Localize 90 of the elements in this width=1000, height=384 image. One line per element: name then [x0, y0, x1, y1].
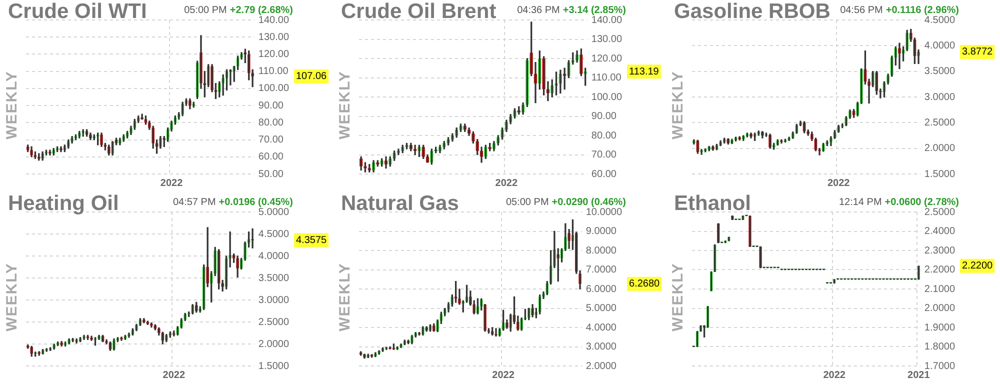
- text: WEEKLY: [4, 70, 20, 140]
- y-tick-label: 4.5000: [924, 14, 956, 26]
- y-tick-label: 2.0000: [258, 338, 290, 350]
- y-tick-label: 70.00: [591, 150, 617, 160]
- text: 3.8772: [962, 46, 994, 58]
- text: WEEKLY: [336, 262, 354, 332]
- x-tick-label: 2022: [495, 178, 518, 189]
- text: 05:00 PM: [506, 197, 549, 208]
- y-tick-label: 2.1000: [924, 284, 956, 295]
- y-tick-label: 80.00: [258, 117, 284, 128]
- text: 107.06: [296, 71, 328, 82]
- y-tick-label: 50.00: [258, 168, 284, 180]
- candlestick: [748, 216, 752, 247]
- y-tick-label: 90.00: [258, 100, 284, 112]
- y-tick-label: 5.0000: [258, 206, 290, 218]
- y-tick-label: 130.00: [591, 34, 622, 45]
- text: +0.1116 (2.96%): [886, 5, 959, 16]
- y-tick-label: 3.5000: [258, 272, 290, 284]
- text: WEEKLY: [670, 70, 686, 140]
- y-tick-label: 60.00: [258, 152, 284, 163]
- y-tick-label: 9.0000: [586, 226, 617, 237]
- y-tick-label: 4.0000: [586, 322, 617, 334]
- y-tick-label: 120.00: [258, 48, 290, 60]
- y-tick-label: 3.5000: [924, 66, 956, 78]
- text: 04:36 PM: [517, 5, 560, 16]
- y-tick-label: 100.00: [258, 83, 290, 94]
- x-tick-label: 2022: [492, 370, 515, 381]
- chart-title: Heating Oil: [8, 192, 119, 216]
- x-tick-label: 2022: [162, 370, 186, 381]
- y-tick-label: 6.0000: [586, 284, 617, 295]
- y-tick-label: 5.0000: [586, 303, 617, 314]
- y-tick-label: 2.5000: [924, 117, 956, 128]
- y-tick-label: 2.5000: [924, 206, 956, 218]
- y-tick-label: 2.3000: [924, 245, 956, 256]
- y-tick-label: 3.0000: [258, 294, 290, 306]
- y-tick-label: 140.00: [258, 14, 290, 26]
- y-tick-label: 70.00: [258, 134, 284, 146]
- y-tick-label: 4.0000: [924, 40, 956, 52]
- text: 2.2200: [962, 260, 994, 272]
- text: +0.0290 (0.46%): [552, 197, 626, 208]
- y-tick-label: 7.0000: [586, 264, 617, 276]
- text: 4.3575: [296, 235, 328, 246]
- chart-title: Ethanol: [674, 192, 751, 216]
- y-tick-label: 3.0000: [586, 342, 617, 352]
- y-tick-label: 2.4000: [924, 226, 956, 237]
- x-tick-label: 2022: [823, 370, 846, 381]
- x-tick-label: 2021: [908, 370, 930, 381]
- text: +0.0600 (2.78%): [884, 197, 959, 208]
- chart-title: Gasoline RBOB: [674, 0, 830, 24]
- y-tick-label: 110.00: [591, 72, 622, 84]
- chart-title: Crude Oil Brent: [341, 0, 496, 24]
- chart-title: Natural Gas: [341, 192, 459, 216]
- text: +3.14 (2.85%): [562, 5, 626, 16]
- y-tick-label: 60.00: [591, 168, 617, 180]
- text: 04:57 PM: [172, 197, 216, 208]
- x-tick-label: 2022: [827, 178, 850, 189]
- text: WEEKLY: [4, 262, 20, 332]
- text: 113.19: [629, 66, 660, 78]
- y-tick-label: 1.5000: [258, 360, 290, 372]
- y-tick-label: 1.9000: [924, 322, 956, 334]
- text: WEEKLY: [336, 70, 354, 140]
- y-tick-label: 2.0000: [924, 303, 956, 314]
- y-tick-label: 130.00: [258, 32, 290, 43]
- text: WEEKLY: [670, 262, 686, 332]
- text: +2.79 (2.68%): [230, 5, 293, 16]
- y-tick-label: 2.2000: [924, 264, 956, 276]
- y-tick-label: 4.0000: [258, 250, 290, 262]
- text: 6.2680: [629, 278, 660, 290]
- y-tick-label: 100.00: [591, 92, 622, 103]
- y-tick-label: 2.0000: [586, 360, 617, 372]
- y-tick-label: 110.00: [258, 66, 289, 78]
- y-tick-label: 1.5000: [924, 168, 956, 180]
- text: 04:56 PM: [840, 5, 883, 16]
- y-tick-label: 2.0000: [924, 143, 956, 154]
- y-tick-label: 8.0000: [586, 245, 617, 256]
- y-tick-label: 120.00: [591, 53, 622, 64]
- text: +0.0196 (0.45%): [218, 197, 293, 208]
- y-tick-label: 80.00: [591, 130, 617, 142]
- chart-title: Crude Oil WTI: [8, 0, 147, 24]
- x-tick-label: 2022: [160, 178, 184, 189]
- y-tick-label: 1.8000: [924, 342, 956, 352]
- y-tick-label: 140.00: [591, 14, 622, 26]
- text: 12:14 PM: [838, 197, 882, 208]
- y-tick-label: 90.00: [591, 111, 617, 122]
- y-tick-label: 4.5000: [258, 228, 290, 240]
- y-tick-label: 2.5000: [258, 316, 290, 328]
- y-tick-label: 10.0000: [586, 206, 622, 218]
- text: 05:00 PM: [184, 5, 227, 16]
- y-tick-label: 1.7000: [924, 360, 956, 372]
- y-tick-label: 3.0000: [924, 92, 956, 103]
